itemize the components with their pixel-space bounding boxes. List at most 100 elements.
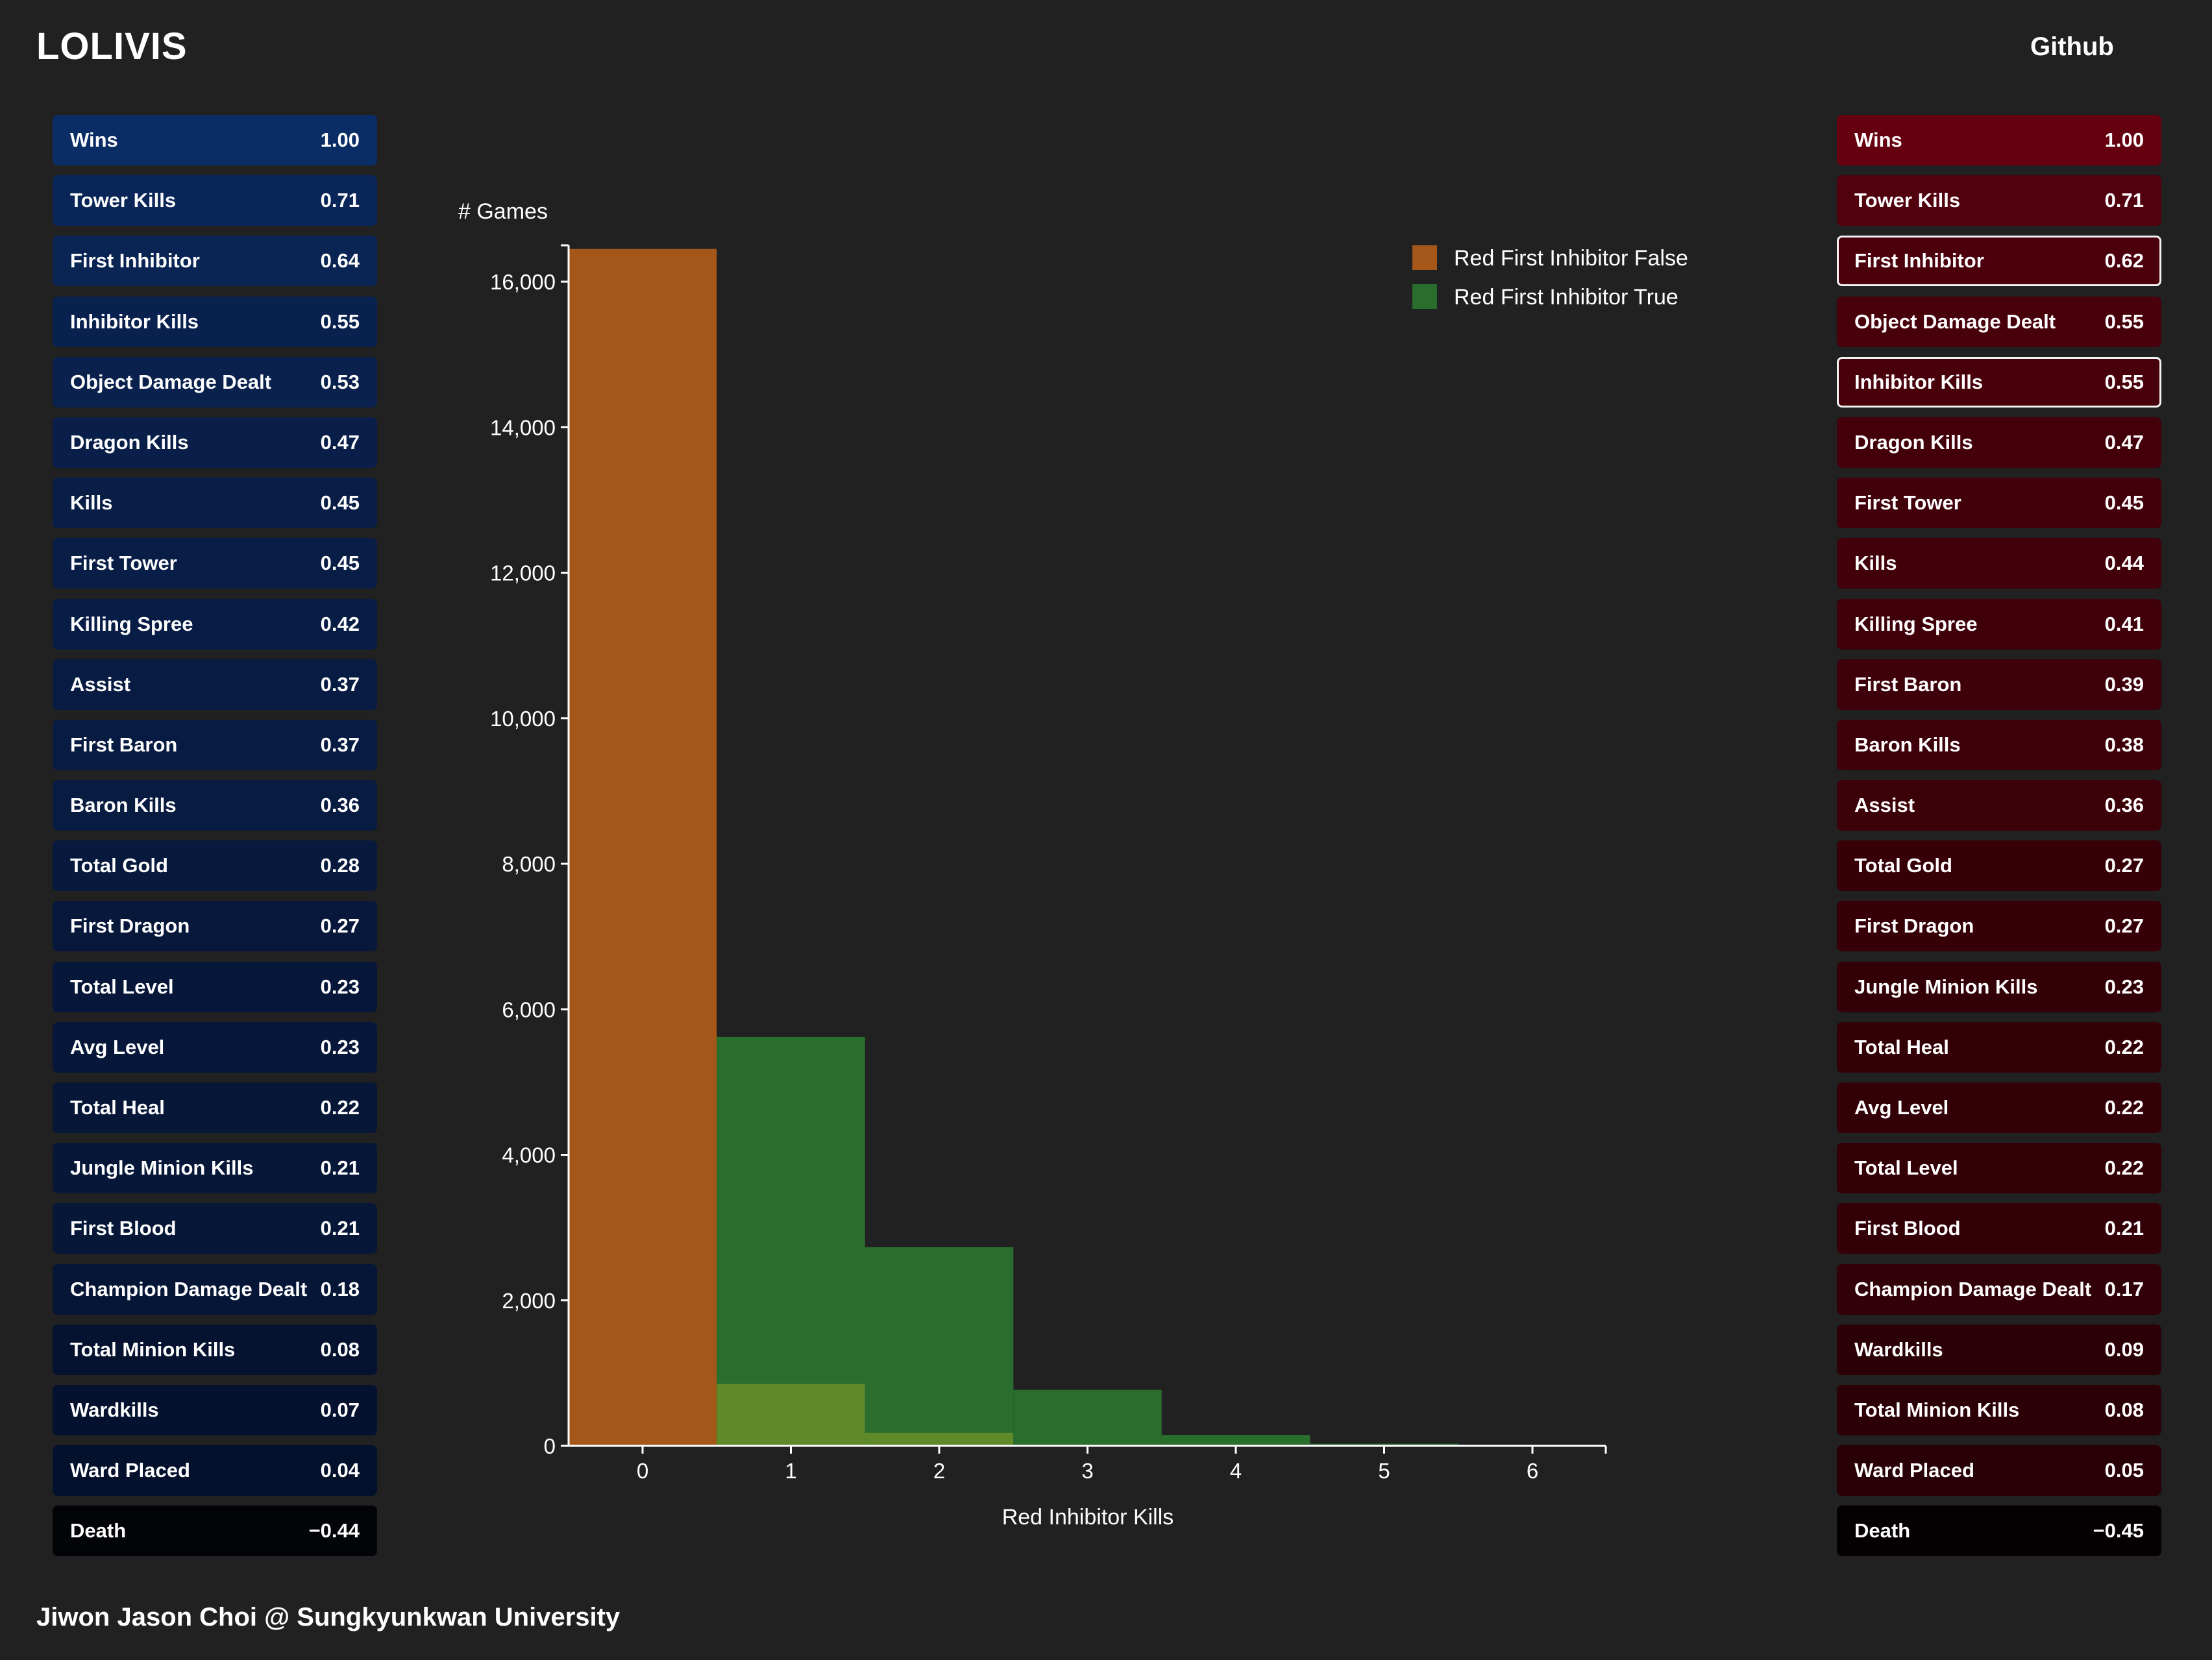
red-feature-item[interactable]: Wins 1.00 [1837, 115, 2161, 165]
feature-label: Total Gold [1854, 854, 1952, 877]
feature-label: Total Gold [70, 854, 168, 877]
red-feature-item[interactable]: First Dragon 0.27 [1837, 901, 2161, 952]
blue-feature-item[interactable]: Baron Kills 0.36 [53, 780, 377, 831]
blue-feature-item[interactable]: Death −0.44 [53, 1506, 377, 1557]
x-axis-label: Red Inhibitor Kills [1002, 1505, 1174, 1530]
red-feature-item[interactable]: Dragon Kills 0.47 [1837, 417, 2161, 468]
red-feature-item[interactable]: First Baron 0.39 [1837, 659, 2161, 710]
blue-feature-item[interactable]: Killing Spree 0.42 [53, 598, 377, 650]
blue-feature-item[interactable]: Total Heal 0.22 [53, 1082, 377, 1133]
red-feature-item[interactable]: Ward Placed 0.05 [1837, 1445, 2161, 1496]
x-tick-label: 3 [1081, 1459, 1093, 1483]
blue-feature-item[interactable]: Avg Level 0.23 [53, 1021, 377, 1073]
feature-label: Total Minion Kills [70, 1337, 236, 1361]
correlation-value: 0.22 [320, 1096, 360, 1119]
red-feature-item[interactable]: Total Gold 0.27 [1837, 840, 2161, 892]
x-tick-label: 5 [1378, 1459, 1390, 1483]
red-feature-item[interactable]: Total Minion Kills 0.08 [1837, 1384, 2161, 1435]
red-feature-item[interactable]: Total Level 0.22 [1837, 1143, 2161, 1194]
legend-label: Red First Inhibitor True [1454, 285, 1678, 310]
blue-feature-item[interactable]: Assist 0.37 [53, 659, 377, 710]
correlation-value: 0.21 [2104, 1217, 2144, 1240]
blue-feature-item[interactable]: Ward Placed 0.04 [53, 1445, 377, 1496]
red-feature-item[interactable]: Assist 0.36 [1837, 780, 2161, 831]
red-feature-item[interactable]: First Blood 0.21 [1837, 1203, 2161, 1254]
red-feature-item[interactable]: Tower Kills 0.71 [1837, 175, 2161, 226]
y-tick-label: 0 [544, 1434, 556, 1458]
correlation-value: 0.27 [2104, 914, 2144, 938]
footer-credit: Jiwon Jason Choi @ Sungkyunkwan Universi… [36, 1603, 621, 1631]
correlation-value: 0.23 [2104, 975, 2144, 998]
blue-feature-item[interactable]: First Inhibitor 0.64 [53, 236, 377, 287]
app-title[interactable]: LOLIVIS [36, 25, 188, 67]
feature-label: Killing Spree [1854, 612, 1978, 635]
y-axis-label: # Games [458, 199, 548, 224]
blue-feature-item[interactable]: Total Level 0.23 [53, 961, 377, 1012]
red-feature-item[interactable]: Total Heal 0.22 [1837, 1021, 2161, 1073]
bar-true-3 [1013, 1389, 1162, 1446]
blue-feature-item[interactable]: Total Minion Kills 0.08 [53, 1324, 377, 1375]
red-feature-item[interactable]: Wardkills 0.09 [1837, 1324, 2161, 1375]
correlation-value: 0.45 [2104, 491, 2144, 515]
red-feature-item[interactable]: Inhibitor Kills 0.55 [1837, 356, 2161, 408]
github-link[interactable]: Github [2030, 32, 2114, 61]
correlation-value: 0.04 [320, 1459, 360, 1482]
feature-label: Dragon Kills [1854, 430, 1973, 454]
correlation-value: 0.22 [2104, 1035, 2144, 1058]
correlation-value: 0.08 [320, 1337, 360, 1361]
feature-label: Tower Kills [70, 189, 177, 212]
bar-true-4 [1161, 1435, 1310, 1446]
bar-overlap-2 [865, 1432, 1014, 1446]
feature-label: Dragon Kills [70, 430, 189, 454]
red-feature-item[interactable]: Jungle Minion Kills 0.23 [1837, 961, 2161, 1012]
feature-label: Champion Damage Dealt [1854, 1277, 2092, 1300]
blue-feature-item[interactable]: Champion Damage Dealt 0.18 [53, 1263, 377, 1315]
feature-label: Object Damage Dealt [1854, 310, 2056, 333]
correlation-value: 1.00 [2104, 128, 2144, 151]
blue-feature-item[interactable]: Tower Kills 0.71 [53, 175, 377, 226]
correlation-value: 0.55 [2104, 370, 2144, 393]
feature-label: First Dragon [1854, 914, 1974, 938]
correlation-value: 0.17 [2104, 1277, 2144, 1300]
red-feature-item[interactable]: Baron Kills 0.38 [1837, 719, 2161, 770]
blue-feature-item[interactable]: Wins 1.00 [53, 115, 377, 165]
blue-feature-item[interactable]: First Blood 0.21 [53, 1203, 377, 1254]
correlation-value: 0.44 [2104, 552, 2144, 575]
correlation-value: 0.45 [320, 552, 360, 575]
blue-feature-item[interactable]: Kills 0.45 [53, 478, 377, 529]
red-feature-item[interactable]: Kills 0.44 [1837, 538, 2161, 589]
blue-feature-item[interactable]: Dragon Kills 0.47 [53, 417, 377, 468]
correlation-value: 0.22 [2104, 1156, 2144, 1180]
blue-feature-item[interactable]: First Dragon 0.27 [53, 901, 377, 952]
blue-team-feature-list: Wins 1.00 Tower Kills 0.71 First Inhibitor 0.… [53, 115, 377, 1567]
red-feature-item[interactable]: Avg Level 0.22 [1837, 1082, 2161, 1133]
y-tick-label: 14,000 [490, 415, 556, 439]
y-tick-label: 10,000 [490, 707, 556, 731]
feature-label: Assist [1854, 794, 1915, 817]
feature-label: Baron Kills [70, 794, 177, 817]
blue-feature-item[interactable]: Object Damage Dealt 0.53 [53, 356, 377, 408]
blue-feature-item[interactable]: First Tower 0.45 [53, 538, 377, 589]
blue-feature-item[interactable]: First Baron 0.37 [53, 719, 377, 770]
red-feature-item[interactable]: First Tower 0.45 [1837, 478, 2161, 529]
red-feature-item[interactable]: Champion Damage Dealt 0.17 [1837, 1263, 2161, 1315]
correlation-value: 0.42 [320, 612, 360, 635]
blue-feature-item[interactable]: Total Gold 0.28 [53, 840, 377, 892]
correlation-value: 0.41 [2104, 612, 2144, 635]
correlation-value: 0.37 [320, 672, 360, 696]
y-tick-label: 12,000 [490, 561, 556, 585]
correlation-value: 0.18 [320, 1277, 360, 1300]
bar-false-0 [568, 249, 717, 1446]
red-feature-item[interactable]: Death −0.45 [1837, 1506, 2161, 1557]
feature-label: Wins [70, 128, 118, 151]
blue-feature-item[interactable]: Jungle Minion Kills 0.21 [53, 1143, 377, 1194]
red-feature-item[interactable]: First Inhibitor 0.62 [1837, 236, 2161, 287]
blue-feature-item[interactable]: Inhibitor Kills 0.55 [53, 296, 377, 347]
feature-label: Inhibitor Kills [1854, 370, 1984, 393]
red-feature-item[interactable]: Object Damage Dealt 0.55 [1837, 296, 2161, 347]
blue-feature-item[interactable]: Wardkills 0.07 [53, 1384, 377, 1435]
red-feature-item[interactable]: Killing Spree 0.41 [1837, 598, 2161, 650]
feature-label: First Dragon [70, 914, 190, 938]
bar-overlap-1 [717, 1384, 865, 1446]
